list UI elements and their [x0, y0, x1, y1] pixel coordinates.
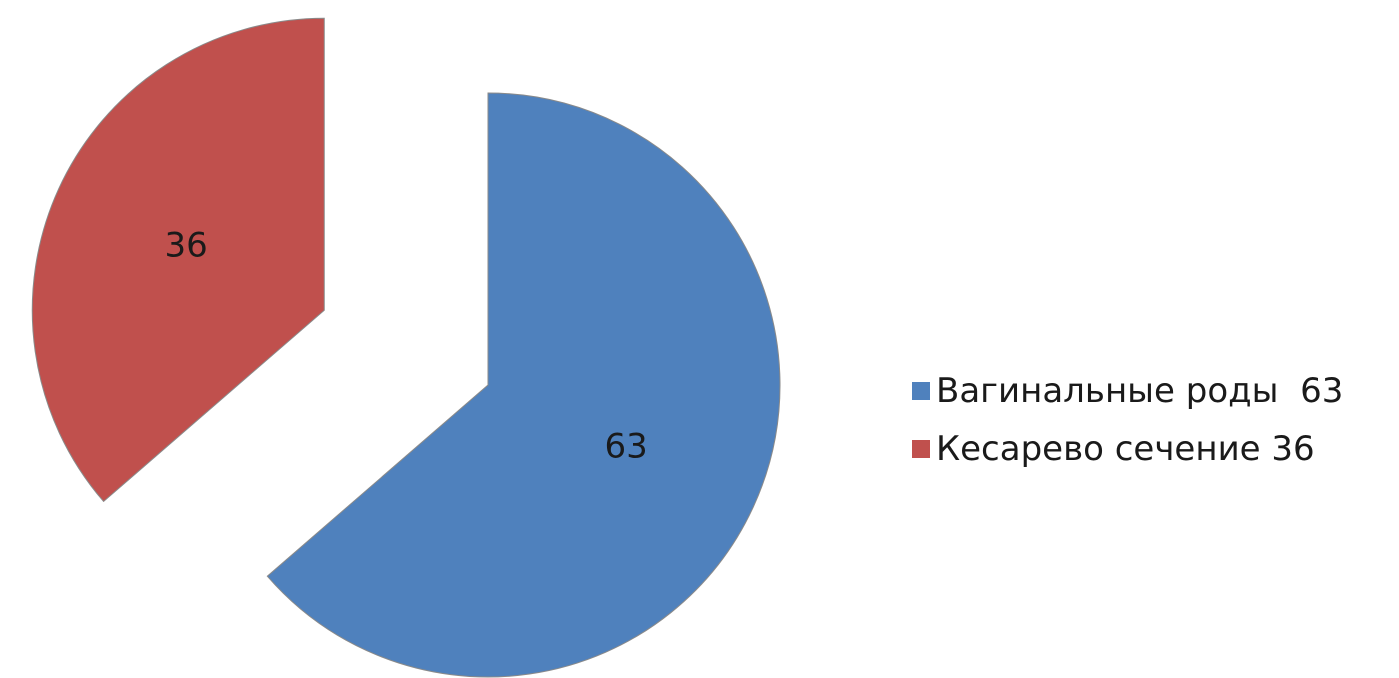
pie-slice-vaginal-births — [266, 92, 781, 678]
data-label-vaginal-births: 63 — [604, 427, 647, 467]
legend-label-vaginal-births: Вагинальные роды 63 — [936, 371, 1344, 411]
data-label-cesarean-section: 36 — [165, 226, 208, 266]
legend: Вагинальные роды 63 Кесарево сечение 36 — [912, 362, 1343, 478]
legend-item-cesarean-section: Кесарево сечение 36 — [912, 420, 1343, 478]
legend-label-cesarean-section: Кесарево сечение 36 — [936, 429, 1315, 469]
legend-swatch-cesarean-section — [912, 440, 930, 458]
pie-slice-cesarean-section — [31, 17, 325, 503]
legend-item-vaginal-births: Вагинальные роды 63 — [912, 362, 1343, 420]
legend-swatch-vaginal-births — [912, 382, 930, 400]
